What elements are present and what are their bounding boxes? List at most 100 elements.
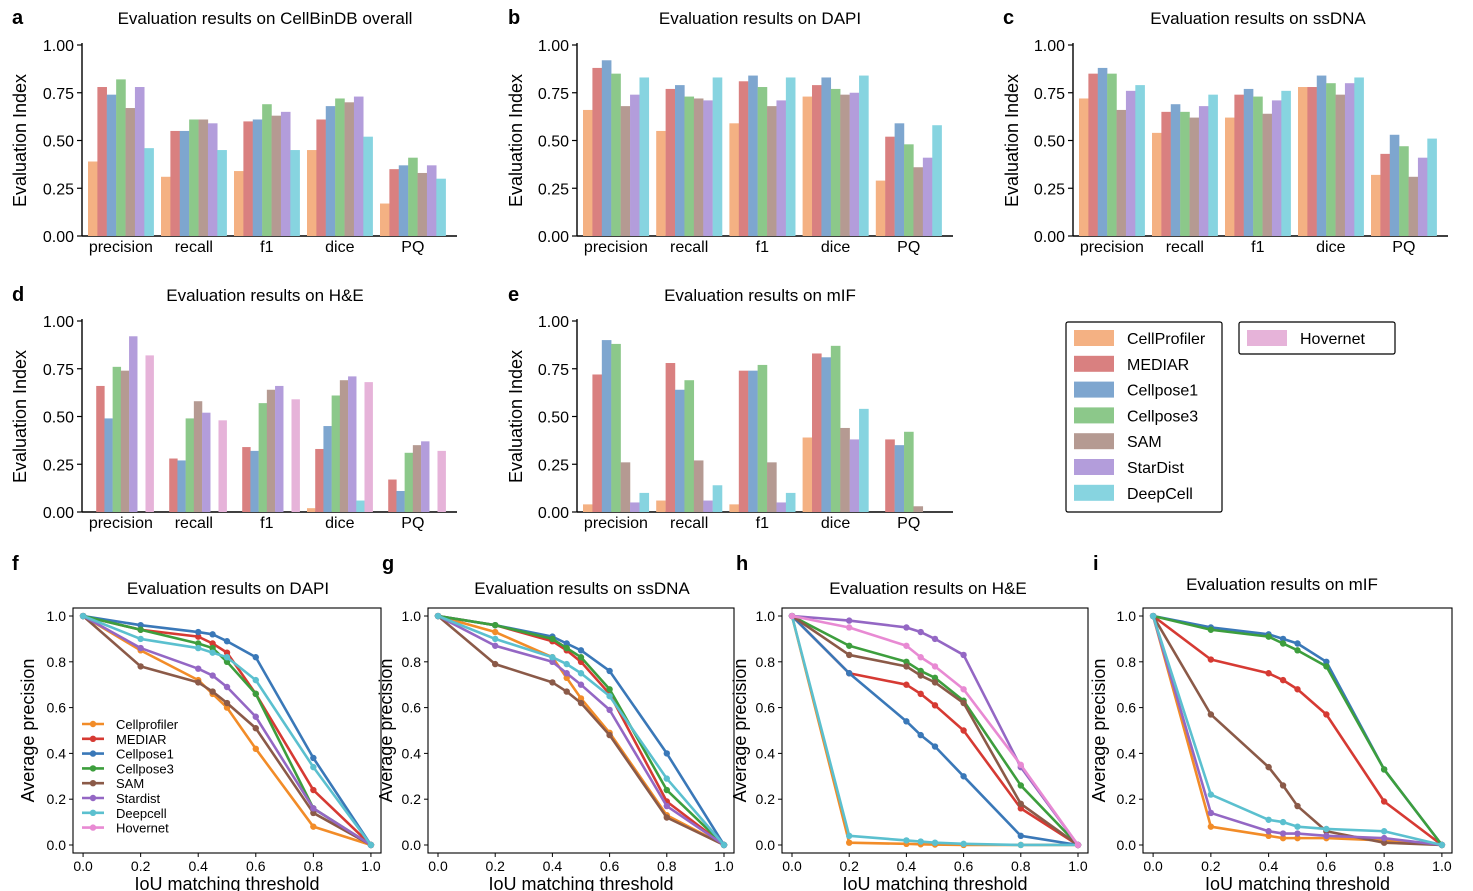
bar-cellpose3-recall [189, 119, 199, 236]
point-deepcell [931, 839, 939, 846]
point-stardist [1380, 834, 1388, 842]
x-tick-label: dice [821, 239, 850, 256]
x-tick-label: recall [670, 239, 708, 256]
bar-cellprofiler-precision [583, 504, 593, 512]
point-mediar [1207, 656, 1215, 663]
x-tick-label: 1.0 [361, 858, 381, 874]
y-tick-label: 1.0 [402, 608, 422, 624]
point-sam [931, 679, 939, 686]
point-stardist [1207, 809, 1215, 817]
bar-deepcell-pq [436, 178, 446, 236]
series-line-mediar [1152, 614, 1443, 847]
point-stardist [1265, 828, 1272, 835]
bar-sam-recall [693, 98, 704, 236]
plot-frame [781, 607, 1089, 854]
point-stardist [960, 651, 967, 659]
bar-stardist-dice [348, 376, 357, 512]
panel-letter: g [382, 553, 394, 575]
point-stardist [137, 644, 144, 652]
x-tick-label: f1 [1251, 239, 1264, 256]
y-axis-label: Average precision [1089, 659, 1109, 803]
point-deepcell [1207, 791, 1215, 798]
bar-mediar-pq [885, 136, 895, 236]
point-deepcell [1279, 818, 1287, 826]
legend-swatch-mediar [1074, 355, 1114, 372]
bar-mediar-recall [1161, 111, 1171, 236]
bar-cellprofiler-f1 [729, 123, 740, 236]
line-chart-f: Evaluation results on DAPI 0.0 0.2 0.4 0.6 0.… [18, 579, 382, 891]
line-legend-label-cellprofiler: Cellprofiler [116, 717, 179, 732]
y-tick-label: 0.4 [756, 745, 776, 761]
series-line-sam [791, 614, 1079, 847]
point-cellpose1 [1294, 640, 1301, 647]
point-sam [577, 699, 585, 707]
series-line-mediar [791, 615, 1079, 847]
bar-stardist-dice [849, 439, 860, 512]
point-cellpose3 [549, 635, 556, 643]
point-deepcell [79, 612, 87, 620]
bar-sam-precision [120, 370, 130, 512]
series-line-deepcell [437, 614, 725, 846]
bar-deepcell-precision [639, 492, 650, 512]
y-tick-label: 1.00 [538, 38, 569, 55]
bar-cellpose3-dice [335, 98, 345, 236]
bar-cellpose1-f1 [748, 370, 758, 512]
point-stardist [549, 658, 556, 666]
line-chart-h: Evaluation results on H&E 0.0 0.2 0.4 0.6 0.8… [730, 579, 1089, 891]
point-cellpose1 [577, 647, 585, 654]
bar-stardist-recall [703, 500, 713, 512]
x-tick-label: 1.0 [1432, 858, 1452, 874]
x-tick-label: 0.6 [600, 858, 620, 874]
bar-stardist-recall [703, 100, 713, 236]
point-cellpose1 [846, 670, 853, 677]
x-axis-label: IoU matching threshold [1205, 874, 1390, 891]
bar-stardist-dice [1344, 83, 1355, 236]
bar-sam-precision [620, 106, 631, 237]
bar-mediar-pq [388, 479, 397, 512]
point-mediar [310, 786, 317, 794]
bar-cellpose3-f1 [258, 403, 268, 512]
x-tick-label: 0.4 [1259, 858, 1279, 874]
point-cellpose3 [563, 644, 570, 652]
bar-hovernet-precision [145, 355, 154, 512]
series-line-deepcell [790, 615, 1078, 847]
point-sam [1279, 782, 1287, 789]
bar-stardist-recall [1198, 106, 1209, 237]
point-cellprofiler [1294, 834, 1301, 842]
point-stardist [195, 665, 202, 672]
point-deepcell [917, 838, 924, 845]
bar-deepcell-dice [1354, 77, 1364, 236]
x-tick-label: dice [821, 515, 850, 532]
point-cellpose3 [209, 644, 216, 652]
bar-sam-recall [193, 401, 203, 512]
bar-deepcell-recall [1208, 94, 1218, 236]
point-cellpose3 [195, 640, 202, 647]
point-cellpose3 [606, 686, 613, 693]
bar-mediar-precision [1088, 73, 1098, 237]
point-stardist [846, 617, 853, 624]
bar-cellpose3-pq [904, 144, 914, 236]
legend-label-stardist: StarDist [1127, 460, 1184, 477]
x-tick-label: 0.8 [1011, 858, 1031, 874]
bar-cellpose1-f1 [748, 75, 758, 236]
point-cellpose1 [606, 667, 613, 675]
series-line-stardist [791, 614, 1080, 846]
y-tick-label: 0.75 [538, 362, 569, 379]
bar-stardist-f1 [280, 111, 291, 236]
bar-sam-f1 [1262, 113, 1273, 236]
bar-deepcell-dice [859, 75, 869, 236]
bar-cellprofiler-precision [88, 161, 98, 236]
bar-mediar-dice [812, 353, 822, 512]
x-tick-label: f1 [260, 515, 273, 532]
bar-cellpose3-pq [408, 157, 418, 236]
bar-deepcell-pq [932, 125, 942, 236]
bar-mediar-dice [315, 448, 324, 512]
bar-mediar-precision [592, 67, 603, 236]
bar-cellpose3-precision [611, 73, 621, 237]
bar-cellpose1-dice [325, 106, 336, 237]
bar-mediar-f1 [1234, 94, 1244, 236]
point-cellpose3 [137, 626, 144, 633]
point-mediar [931, 702, 939, 709]
x-tick-label: 0.8 [304, 858, 324, 874]
point-sam [195, 679, 202, 686]
